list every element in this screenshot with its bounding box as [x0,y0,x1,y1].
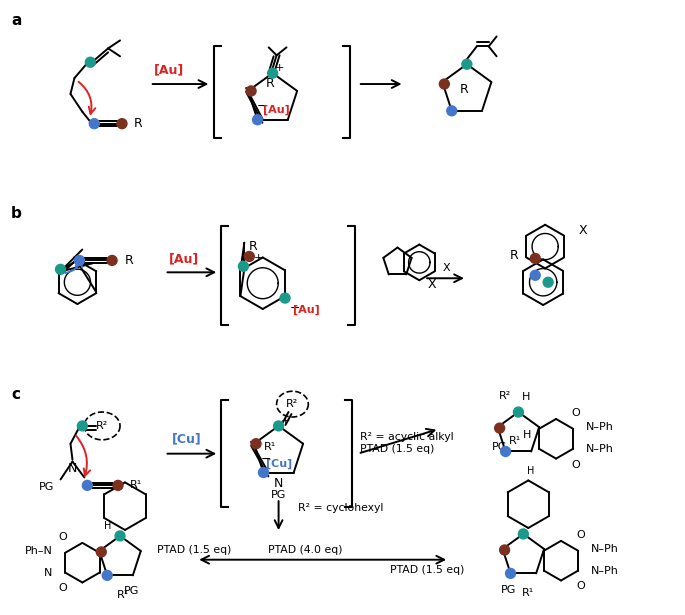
Text: R: R [134,117,142,130]
Circle shape [268,68,277,78]
Text: [Au]: [Au] [169,252,199,265]
Text: R¹: R¹ [522,589,534,598]
Text: R¹: R¹ [510,436,521,446]
Text: [Cu]: [Cu] [266,458,292,469]
Text: a: a [11,13,21,28]
Circle shape [258,467,269,477]
Circle shape [495,423,505,433]
Text: N–Ph: N–Ph [590,566,619,576]
Text: [Cu]: [Cu] [171,432,201,445]
Circle shape [253,115,262,125]
Text: b: b [11,206,22,221]
Text: R¹: R¹ [117,590,129,600]
Circle shape [115,531,125,541]
Text: PTAD (4.0 eq): PTAD (4.0 eq) [268,545,342,555]
FancyArrowPatch shape [65,260,82,273]
Circle shape [246,86,256,96]
Text: R: R [125,254,134,267]
Circle shape [75,255,84,266]
Circle shape [89,119,99,129]
Text: [Au]: [Au] [262,105,289,115]
Circle shape [86,57,95,67]
Text: R: R [266,76,275,90]
Text: H: H [104,521,112,531]
Text: O: O [577,530,585,540]
Text: N–Ph: N–Ph [590,544,619,554]
Circle shape [117,119,127,129]
Circle shape [82,480,92,490]
Text: PG: PG [492,442,508,452]
Circle shape [113,480,123,490]
Text: O: O [571,459,580,470]
FancyArrowPatch shape [79,82,95,114]
Circle shape [543,277,553,287]
Circle shape [519,529,528,539]
Text: [Au]: [Au] [293,305,320,315]
Text: +: + [281,416,290,426]
Text: R: R [249,240,258,253]
Text: N: N [68,462,77,475]
Text: H: H [527,466,534,475]
Text: N: N [45,568,53,577]
Text: O: O [58,532,67,542]
Text: N–Ph: N–Ph [586,443,614,454]
Text: H: H [522,392,530,402]
Text: PG: PG [39,482,55,493]
Circle shape [462,59,472,69]
Text: R² = acyclic alkyl: R² = acyclic alkyl [360,432,453,442]
Text: O: O [58,584,67,593]
Text: X: X [443,263,450,273]
Circle shape [506,568,516,578]
Circle shape [273,421,284,431]
Circle shape [245,252,254,261]
Circle shape [439,79,449,89]
Text: R: R [510,249,519,262]
Circle shape [55,264,66,274]
Circle shape [501,446,510,456]
Text: N–Ph: N–Ph [586,422,614,432]
Text: X: X [579,224,587,237]
Text: −: − [257,100,267,113]
Text: R²: R² [96,421,108,431]
Text: PG: PG [124,587,140,597]
Text: H: H [523,430,532,440]
Circle shape [77,421,87,431]
Text: O: O [571,408,580,418]
Text: O: O [577,581,585,592]
Text: PTAD (1.5 eq): PTAD (1.5 eq) [360,443,434,454]
Circle shape [238,261,249,271]
Text: c: c [11,387,20,402]
Text: PG: PG [271,490,286,500]
Circle shape [97,547,106,557]
Text: −: − [261,453,271,466]
Text: R²: R² [499,391,510,401]
Circle shape [251,438,261,449]
Text: R¹: R¹ [130,480,142,490]
Text: [Au]: [Au] [153,64,184,77]
Circle shape [447,106,457,116]
Text: R: R [460,84,469,97]
Text: R² = cyclohexyl: R² = cyclohexyl [299,503,384,513]
Text: +: + [275,63,284,73]
Text: R¹: R¹ [264,442,276,451]
Text: N: N [274,477,284,490]
Text: PG: PG [501,585,516,595]
Circle shape [514,407,523,417]
Text: PTAD (1.5 eq): PTAD (1.5 eq) [157,545,231,555]
Text: PTAD (1.5 eq): PTAD (1.5 eq) [390,565,464,574]
Circle shape [102,570,112,581]
Text: R²: R² [286,399,299,409]
Text: X: X [428,278,436,291]
Circle shape [280,293,290,303]
Circle shape [107,255,117,266]
Circle shape [499,545,510,555]
Circle shape [530,271,540,280]
Text: +: + [253,253,263,263]
Circle shape [530,253,540,263]
Text: Ph–N: Ph–N [25,546,53,556]
Text: −: − [290,301,300,314]
FancyArrowPatch shape [76,436,90,476]
